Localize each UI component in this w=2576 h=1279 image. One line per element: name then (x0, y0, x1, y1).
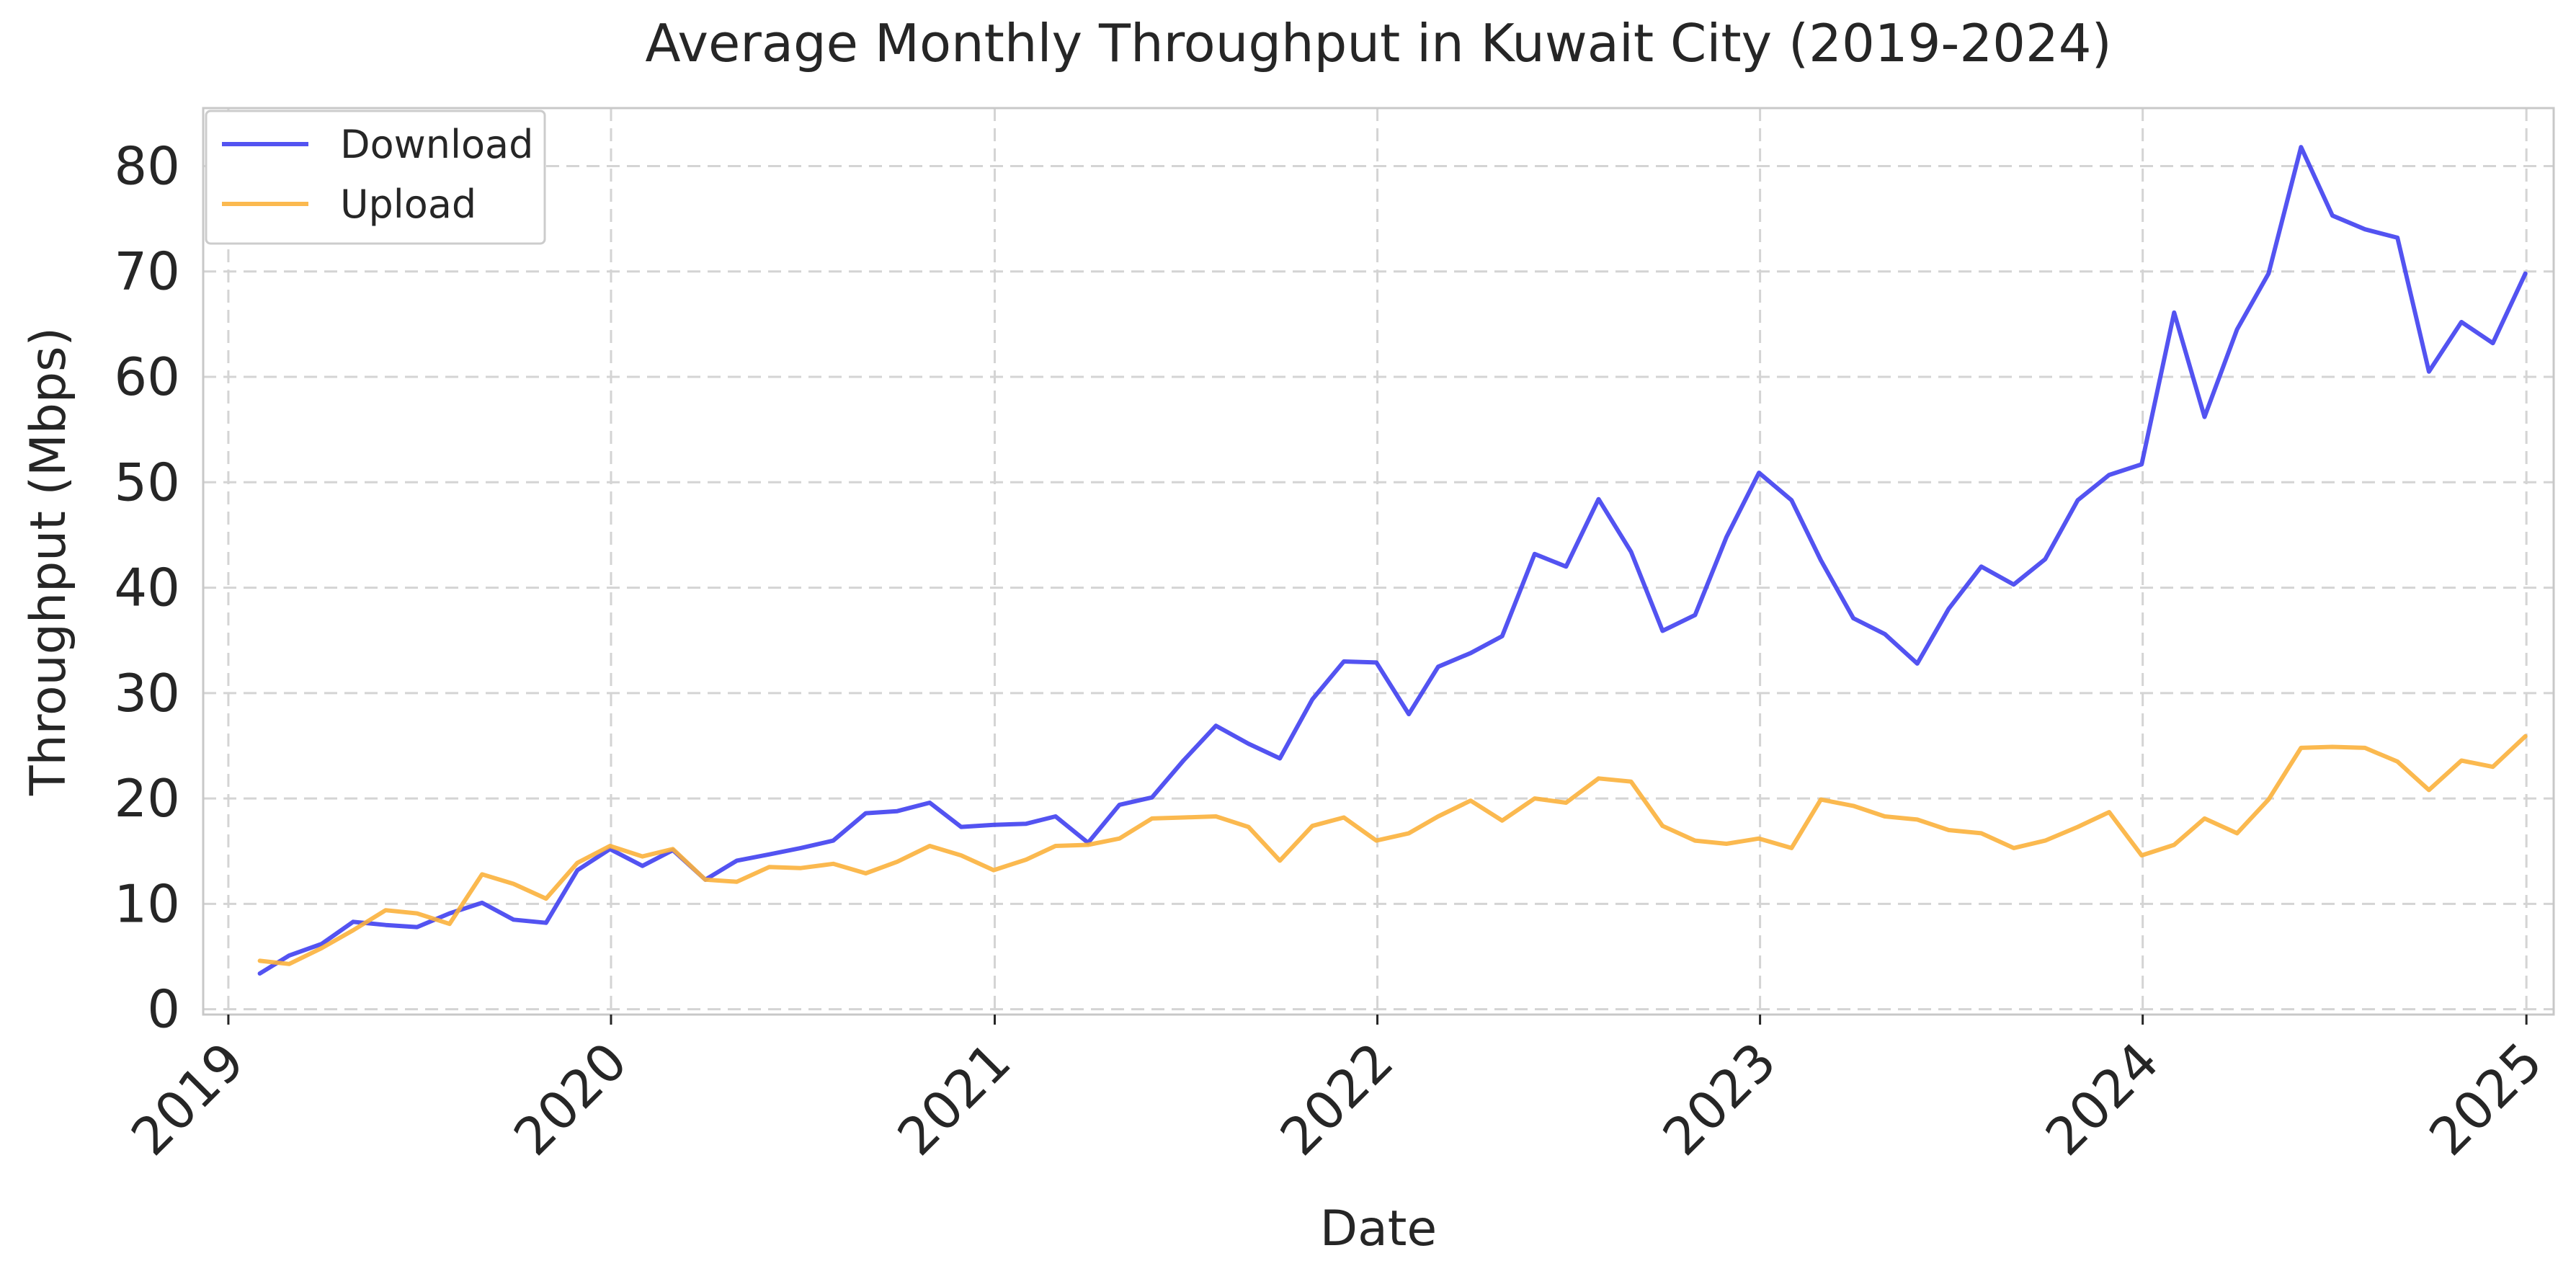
y-tick-label: 50 (114, 452, 180, 512)
y-tick-label: 60 (114, 347, 180, 407)
x-axis-title: Date (1320, 1200, 1438, 1257)
series-layer (257, 145, 2528, 976)
y-axis-title: Throughput (Mbps) (20, 327, 77, 796)
y-tick-label: 30 (114, 663, 180, 723)
y-tick-label: 10 (114, 873, 180, 934)
y-tick-label: 70 (114, 241, 180, 302)
series-points-upload (259, 736, 2526, 964)
tick-labels: 0 10 20 30 40 50 60 70 80 2019 2020 2021 2022 2023 202… (114, 135, 2554, 1167)
y-tick-label: 40 (114, 558, 180, 618)
chart-title: Average Monthly Throughput in Kuwait Cit… (645, 13, 2111, 73)
y-tick-label: 80 (114, 135, 180, 196)
x-tick-label: 2023 (1652, 1031, 1788, 1167)
x-tick-label: 2019 (120, 1031, 256, 1167)
series-points-download (259, 147, 2526, 974)
x-tick-label: 2020 (502, 1031, 638, 1167)
y-tick-label: 0 (147, 979, 180, 1040)
series-line-download (257, 145, 2528, 976)
y-tick-label: 20 (114, 768, 180, 829)
grid (203, 108, 2554, 1015)
series-line-upload (257, 734, 2528, 966)
legend-label-upload: Upload (340, 182, 476, 227)
x-tick-label: 2021 (886, 1031, 1022, 1167)
legend: Download Upload (205, 110, 546, 245)
x-tick-label: 2025 (2417, 1031, 2554, 1167)
x-tick-label: 2022 (1269, 1031, 1405, 1167)
legend-label-download: Download (340, 122, 533, 167)
x-tick-label: 2024 (2034, 1031, 2170, 1167)
